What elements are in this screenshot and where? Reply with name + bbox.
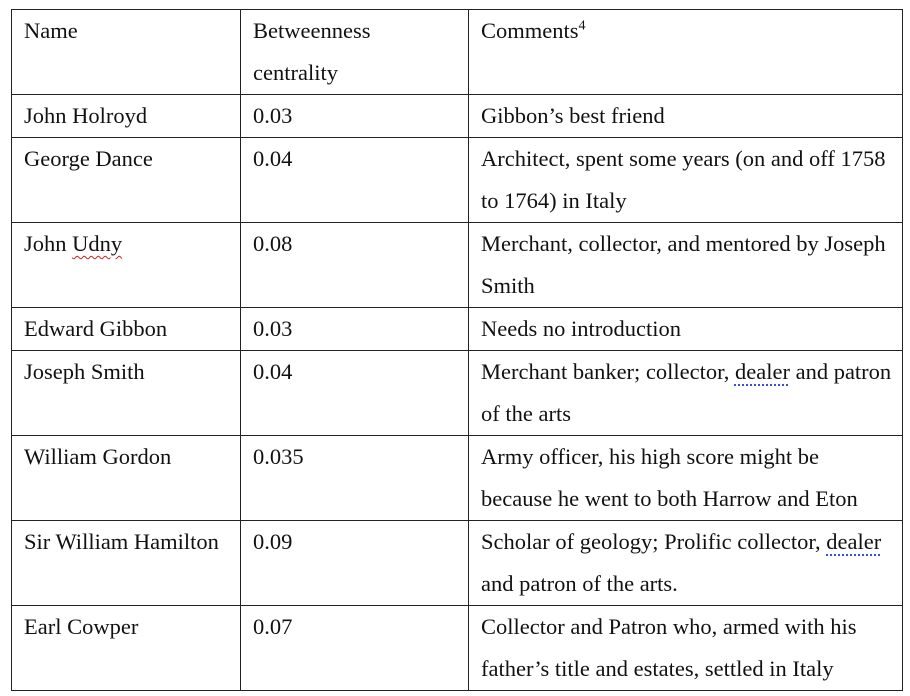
- comment-text: Architect, spent some years (on and off …: [481, 146, 886, 213]
- cell-name: Sir William Hamilton: [11, 520, 241, 606]
- cell-comment: Army officer, his high score might be be…: [468, 435, 903, 521]
- name-text: John: [24, 231, 73, 256]
- cell-comment: Needs no introduction: [468, 307, 903, 351]
- cell-centrality: 0.04: [240, 350, 469, 436]
- centrality-text: 0.03: [253, 103, 293, 128]
- cell-centrality: 0.035: [240, 435, 469, 521]
- cell-comment: Gibbon’s best friend: [468, 94, 903, 138]
- name-text: George Dance: [24, 146, 153, 171]
- cell-comment: Scholar of geology; Prolific collector, …: [468, 520, 903, 606]
- grammar-flagged-word[interactable]: dealer: [826, 529, 882, 554]
- table-row: John Holroyd 0.03 Gibbon’s best friend: [11, 94, 903, 138]
- centrality-text: 0.03: [253, 316, 293, 341]
- cell-centrality: 0.04: [240, 137, 469, 223]
- header-row: Name Betweenness centrality Comments4: [11, 9, 903, 95]
- table-row: Edward Gibbon 0.03 Needs no introduction: [11, 307, 903, 351]
- name-text: Joseph Smith: [24, 359, 145, 384]
- table-row: John Udny 0.08 Merchant, collector, and …: [11, 222, 903, 308]
- cell-name: John Udny: [11, 222, 241, 308]
- table-row: Sir William Hamilton 0.09 Scholar of geo…: [11, 520, 903, 606]
- footnote-marker[interactable]: 4: [578, 18, 586, 34]
- header-comments-text: Comments: [481, 18, 579, 43]
- name-text: Sir William Hamilton: [24, 529, 219, 554]
- comment-text: Army officer, his high score might be be…: [481, 444, 858, 511]
- cell-comment: Merchant, collector, and mentored by Jos…: [468, 222, 903, 308]
- table-row: William Gordon 0.035 Army officer, his h…: [11, 435, 903, 521]
- table-row: Earl Cowper 0.07 Collector and Patron wh…: [11, 605, 903, 691]
- cell-name: Joseph Smith: [11, 350, 241, 436]
- comment-text: and patron of the arts.: [481, 571, 678, 596]
- comment-text: and patron of the arts: [481, 359, 892, 426]
- name-text: John Holroyd: [24, 103, 148, 128]
- table-row: Joseph Smith 0.04 Merchant banker; colle…: [11, 350, 903, 436]
- cell-name: Edward Gibbon: [11, 307, 241, 351]
- grammar-flagged-word[interactable]: dealer: [734, 359, 790, 384]
- centrality-text: 0.035: [253, 444, 304, 469]
- comment-text: Collector and Patron who, armed with his…: [481, 614, 857, 681]
- centrality-text: 0.09: [253, 529, 293, 554]
- cell-centrality: 0.07: [240, 605, 469, 691]
- table-row: George Dance 0.04 Architect, spent some …: [11, 137, 903, 223]
- comment-text: Needs no introduction: [481, 316, 681, 341]
- centrality-text: 0.07: [253, 614, 293, 639]
- cell-comment: Merchant banker; collector, dealer and p…: [468, 350, 903, 436]
- document-table: Name Betweenness centrality Comments4 Jo…: [11, 9, 903, 691]
- header-comments: Comments4: [468, 9, 903, 95]
- comment-text: Gibbon’s best friend: [481, 103, 665, 128]
- centrality-text: 0.04: [253, 359, 293, 384]
- centrality-text: 0.04: [253, 146, 293, 171]
- cell-name: John Holroyd: [11, 94, 241, 138]
- cell-centrality: 0.08: [240, 222, 469, 308]
- name-text: Earl Cowper: [24, 614, 139, 639]
- cell-centrality: 0.09: [240, 520, 469, 606]
- comment-text: Merchant, collector, and mentored by Jos…: [481, 231, 886, 298]
- name-text: Edward Gibbon: [24, 316, 168, 341]
- cell-centrality: 0.03: [240, 94, 469, 138]
- cell-comment: Architect, spent some years (on and off …: [468, 137, 903, 223]
- cell-centrality: 0.03: [240, 307, 469, 351]
- cell-comment: Collector and Patron who, armed with his…: [468, 605, 903, 691]
- header-centrality: Betweenness centrality: [240, 9, 469, 95]
- cell-name: William Gordon: [11, 435, 241, 521]
- cell-name: Earl Cowper: [11, 605, 241, 691]
- cell-name: George Dance: [11, 137, 241, 223]
- header-name-text: Name: [24, 18, 78, 43]
- centrality-text: 0.08: [253, 231, 293, 256]
- spellcheck-flagged-word[interactable]: Udny: [72, 231, 123, 256]
- name-text: William Gordon: [24, 444, 172, 469]
- header-name: Name: [11, 9, 241, 95]
- header-centrality-text: Betweenness centrality: [253, 18, 371, 85]
- comment-text: Scholar of geology; Prolific collector,: [481, 529, 827, 554]
- comment-text: Merchant banker; collector,: [481, 359, 735, 384]
